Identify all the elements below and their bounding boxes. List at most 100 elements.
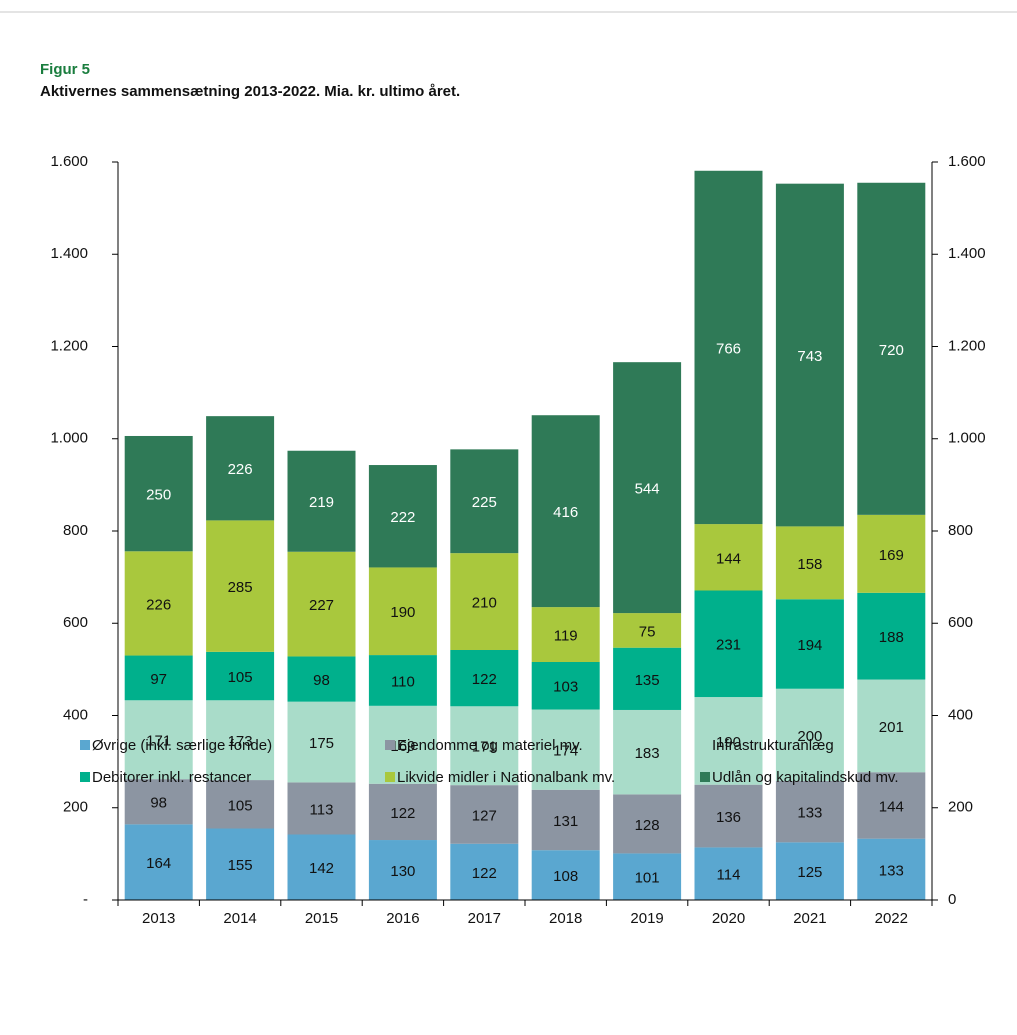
- y-tick-label: 600: [63, 614, 88, 631]
- data-label: 135: [635, 672, 660, 689]
- bar-segment: [857, 592, 926, 680]
- y2-tick-label: 0: [948, 891, 956, 908]
- bar-segment: [613, 362, 682, 614]
- data-label: 226: [228, 461, 253, 478]
- x-tick-label: 2019: [630, 910, 663, 927]
- y-tick-label: 1.600: [50, 153, 88, 170]
- data-label: 200: [797, 728, 822, 745]
- data-label: 766: [716, 340, 741, 357]
- data-label: 105: [228, 797, 253, 814]
- data-label: 127: [472, 807, 497, 824]
- y2-tick-label: 800: [948, 522, 973, 539]
- data-label: 174: [553, 743, 578, 760]
- bar-segment: [450, 553, 519, 651]
- bar-segment: [450, 650, 519, 707]
- bar-segment: [613, 709, 682, 795]
- legend-label: Øvrige (inkl. særlige fonde): [92, 737, 272, 754]
- data-label: 173: [228, 733, 253, 750]
- bar-segment: [450, 843, 519, 900]
- bar-segment: [775, 599, 844, 689]
- bar-segment: [368, 567, 437, 656]
- data-label: 105: [228, 669, 253, 686]
- bar-segment: [206, 828, 275, 900]
- bar-segment: [124, 435, 193, 552]
- data-label: 210: [472, 595, 497, 612]
- legend-label: Ejendomme og materiel mv.: [397, 737, 583, 754]
- bar-segment: [531, 607, 600, 662]
- y-tick-label: 400: [63, 706, 88, 723]
- legend-swatch: [700, 740, 710, 750]
- bar-segment: [368, 465, 437, 568]
- data-label: 97: [150, 671, 167, 688]
- y2-tick-label: 400: [948, 706, 973, 723]
- data-label: 225: [472, 494, 497, 511]
- data-label: 194: [797, 637, 822, 654]
- data-label: 133: [797, 805, 822, 822]
- bar-segment: [857, 679, 926, 773]
- bar-segment: [287, 656, 356, 702]
- data-label: 122: [472, 865, 497, 882]
- y-tick-label: 800: [63, 522, 88, 539]
- legend-label: Infrastrukturanlæg: [712, 737, 834, 754]
- bar-segment: [775, 526, 844, 600]
- x-tick-label: 2016: [386, 910, 419, 927]
- x-tick-label: 2020: [712, 910, 745, 927]
- y-tick-label: 1.200: [50, 337, 88, 354]
- data-label: 136: [716, 809, 741, 826]
- data-label: 164: [146, 855, 171, 872]
- data-label: 743: [797, 348, 822, 365]
- legend-swatch: [80, 772, 90, 782]
- data-label: 98: [150, 795, 167, 812]
- legend-swatch: [700, 772, 710, 782]
- bar-segment: [206, 780, 275, 829]
- y2-tick-label: 1.400: [948, 245, 986, 262]
- bar-segment: [775, 688, 844, 781]
- data-label: 231: [716, 637, 741, 654]
- data-label: 544: [635, 481, 660, 498]
- bar-segment: [368, 840, 437, 900]
- data-label: 183: [635, 745, 660, 762]
- bar-segment: [124, 824, 193, 900]
- y2-tick-label: 200: [948, 799, 973, 816]
- y2-tick-label: 1.000: [948, 430, 986, 447]
- bar-segment: [857, 838, 926, 900]
- bar-segment: [531, 661, 600, 710]
- data-label: 119: [554, 628, 578, 645]
- data-label: 144: [879, 798, 904, 815]
- data-label: 130: [390, 863, 415, 880]
- bar-segment: [287, 782, 356, 835]
- chart-title: Aktivernes sammensætning 2013-2022. Mia.…: [40, 83, 460, 100]
- data-label: 171: [472, 739, 497, 756]
- x-tick-label: 2018: [549, 910, 582, 927]
- bar-segment: [857, 514, 926, 593]
- data-label: 171: [146, 733, 171, 750]
- bar-segment: [124, 779, 193, 825]
- bar-segment: [287, 551, 356, 657]
- bar-segment: [124, 655, 193, 701]
- data-label: 110: [391, 673, 415, 690]
- data-label: 169: [879, 547, 904, 564]
- bar-segment: [613, 647, 682, 710]
- bar-segment: [613, 613, 682, 648]
- data-label: 122: [472, 671, 497, 688]
- data-label: 416: [553, 504, 578, 521]
- legend-label: Udlån og kapitalindskud mv.: [712, 769, 899, 786]
- data-label: 222: [390, 509, 415, 526]
- data-label: 201: [879, 719, 904, 736]
- y2-tick-label: 600: [948, 614, 973, 631]
- y-tick-label: 1.000: [50, 430, 88, 447]
- data-label: 250: [146, 487, 171, 504]
- y2-tick-label: 1.600: [948, 153, 986, 170]
- bar-segment: [694, 590, 763, 698]
- y-tick-label: 1.400: [50, 245, 88, 262]
- y2-tick-label: 1.200: [948, 337, 986, 354]
- bar-segment: [531, 789, 600, 851]
- data-label: 103: [553, 679, 578, 696]
- data-label: 128: [635, 817, 660, 834]
- bar-segment: [694, 524, 763, 591]
- bar-segment: [531, 709, 600, 790]
- data-label: 190: [390, 604, 415, 621]
- x-tick-label: 2013: [142, 910, 175, 927]
- data-label: 133: [879, 862, 904, 879]
